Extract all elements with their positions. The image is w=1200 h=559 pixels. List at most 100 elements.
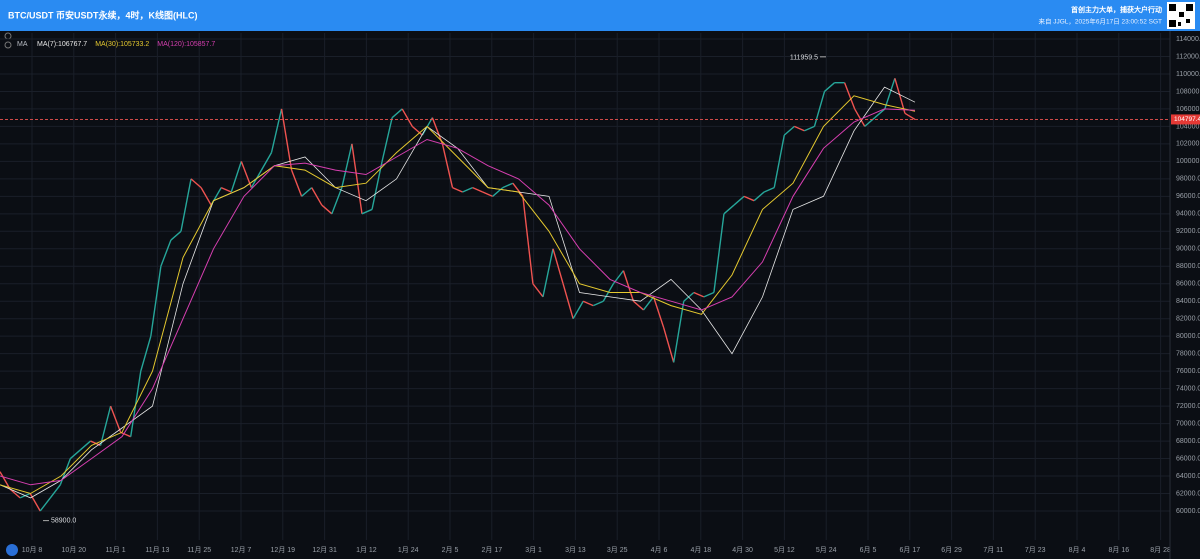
price-segment [0,471,11,490]
x-tick-label: 1月 12 [356,546,377,554]
price-segment [140,335,152,372]
low-annotation: 58900.0 [51,517,76,524]
price-segment [522,196,534,284]
price-segment [190,178,202,189]
x-tick-label: 12月 19 [271,546,296,554]
y-tick-label: 96000.0 [1176,193,1200,200]
x-tick-label: 7月 23 [1025,546,1046,554]
price-segment [260,152,273,171]
x-tick-label: 12月 31 [312,546,337,554]
price-segment [180,178,192,232]
y-tick-label: 108000.0 [1176,88,1200,95]
x-tick-label: 7月 11 [983,546,1003,554]
price-segment [502,182,514,189]
x-tick-label: 11月 25 [187,546,211,554]
header-promo: 首创主力大单，捕获大户行动 [1071,5,1162,14]
price-segment [160,239,172,267]
price-segment [29,493,41,512]
x-tick-label: 12月 7 [231,546,252,554]
y-tick-label: 82000.0 [1176,316,1200,323]
price-segment [693,291,705,298]
price-segment [843,82,856,110]
price-segment [361,208,373,215]
last-price-box [1171,114,1200,125]
x-tick-label: 4月 18 [690,546,711,554]
price-segment [874,108,886,119]
x-tick-label: 3月 13 [565,546,586,554]
price-segment [150,266,162,337]
x-tick-label: 11月 1 [106,546,126,554]
x-tick-label: 2月 17 [481,546,502,554]
price-segment [280,108,293,171]
y-tick-label: 76000.0 [1176,368,1200,375]
price-segment [592,300,604,307]
price-segment [391,108,403,119]
price-segment [824,82,836,92]
x-tick-label: 10月 20 [62,546,87,554]
legend-entry: MA(7):106767.7 [37,41,87,48]
price-segment [622,270,635,302]
price-segment [69,449,81,460]
y-tick-label: 112000.0 [1176,53,1200,60]
price-segment [813,91,826,127]
price-segment [884,78,896,110]
y-tick-label: 64000.0 [1176,473,1200,480]
price-segment [723,204,735,215]
price-segment [642,296,655,311]
price-segment [804,125,815,132]
price-segment [331,187,343,215]
x-tick-label: 8月 4 [1069,546,1086,554]
x-tick-label: 6月 5 [860,546,877,554]
plot-area: 60000.0 62000.0 64000.0 66000.0 68000.0 70000… [0,31,1200,559]
eye-icon[interactable] [4,41,12,49]
price-segment [120,431,131,438]
x-tick-label: 8月 28 [1150,546,1171,554]
y-tick-label: 100000.0 [1176,158,1200,165]
price-segment [904,112,916,121]
y-tick-label: 86000.0 [1176,281,1200,288]
indicator-label: MA [17,41,28,48]
price-segment [542,248,554,297]
y-tick-label: 90000.0 [1176,246,1200,253]
header-source: 来自 JJGL，2025年6月17日 23:00:52 SGT [1038,17,1162,26]
price-segment [109,405,122,433]
price-segment [482,191,493,197]
x-tick-label: 1月 24 [398,546,419,554]
price-segment [894,78,906,114]
price-segment [864,117,876,127]
price-segment [672,301,685,363]
last-price-label: 104797.4 [1174,116,1200,123]
y-tick-label: 72000.0 [1176,403,1200,410]
x-tick-label: 3月 25 [607,546,628,554]
y-tick-label: 62000.0 [1176,490,1200,497]
price-segment [321,204,333,215]
price-segment [39,497,51,512]
logo [6,544,18,556]
price-segment [854,108,866,127]
qr-code [1167,2,1195,29]
price-segment [572,300,584,320]
price-segment [562,283,574,319]
x-tick-label: 5月 12 [774,546,795,554]
x-tick-label: 10月 8 [22,546,43,554]
y-tick-label: 106000.0 [1176,106,1200,113]
price-segment [401,108,413,127]
legend-entry: MA(120):105857.7 [157,41,215,48]
y-tick-label: 98000.0 [1176,176,1200,183]
price-segment [512,182,524,197]
price-segment [230,161,242,193]
price-segment [773,135,785,188]
y-tick-label: 110000.0 [1176,71,1200,78]
price-segment [200,187,212,206]
y-tick-label: 92000.0 [1176,228,1200,235]
price-segment [652,296,665,328]
y-tick-label: 88000.0 [1176,263,1200,270]
y-tick-label: 80000.0 [1176,333,1200,340]
price-segment [220,186,232,193]
ma-line [0,108,916,486]
price-segment [290,169,303,197]
price-segment [170,230,182,241]
x-tick-label: 2月 5 [442,546,459,554]
price-segment [381,117,393,162]
y-tick-label: 66000.0 [1176,455,1200,462]
